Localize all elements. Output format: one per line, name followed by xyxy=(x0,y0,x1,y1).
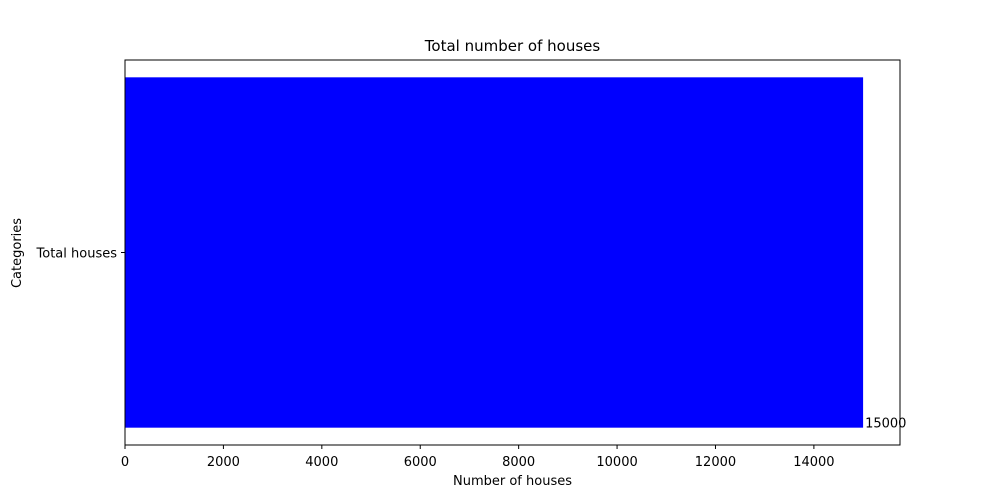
x-tick-label-0: 0 xyxy=(121,455,129,470)
x-tick-label-4: 8000 xyxy=(502,455,535,470)
chart-title: Total number of houses xyxy=(424,37,601,55)
y-axis-ticks: Total houses xyxy=(36,247,125,262)
bar-0 xyxy=(125,77,864,428)
x-tick-label-3: 6000 xyxy=(404,455,437,470)
x-tick-label-1: 2000 xyxy=(207,455,240,470)
y-tick-label-0: Total houses xyxy=(36,247,118,262)
x-axis-label: Number of houses xyxy=(453,474,572,489)
data-labels: 15000 xyxy=(865,417,906,432)
data-label-0: 15000 xyxy=(865,417,906,432)
x-axis-ticks: 0 2000 4000 6000 8000 10000 12000 14000 xyxy=(121,445,835,470)
x-tick-label-5: 10000 xyxy=(596,455,637,470)
x-tick-label-6: 12000 xyxy=(695,455,736,470)
x-tick-label-7: 14000 xyxy=(793,455,834,470)
x-tick-label-2: 4000 xyxy=(305,455,338,470)
y-axis-label: Categories xyxy=(10,218,25,288)
bars-layer xyxy=(125,77,864,428)
